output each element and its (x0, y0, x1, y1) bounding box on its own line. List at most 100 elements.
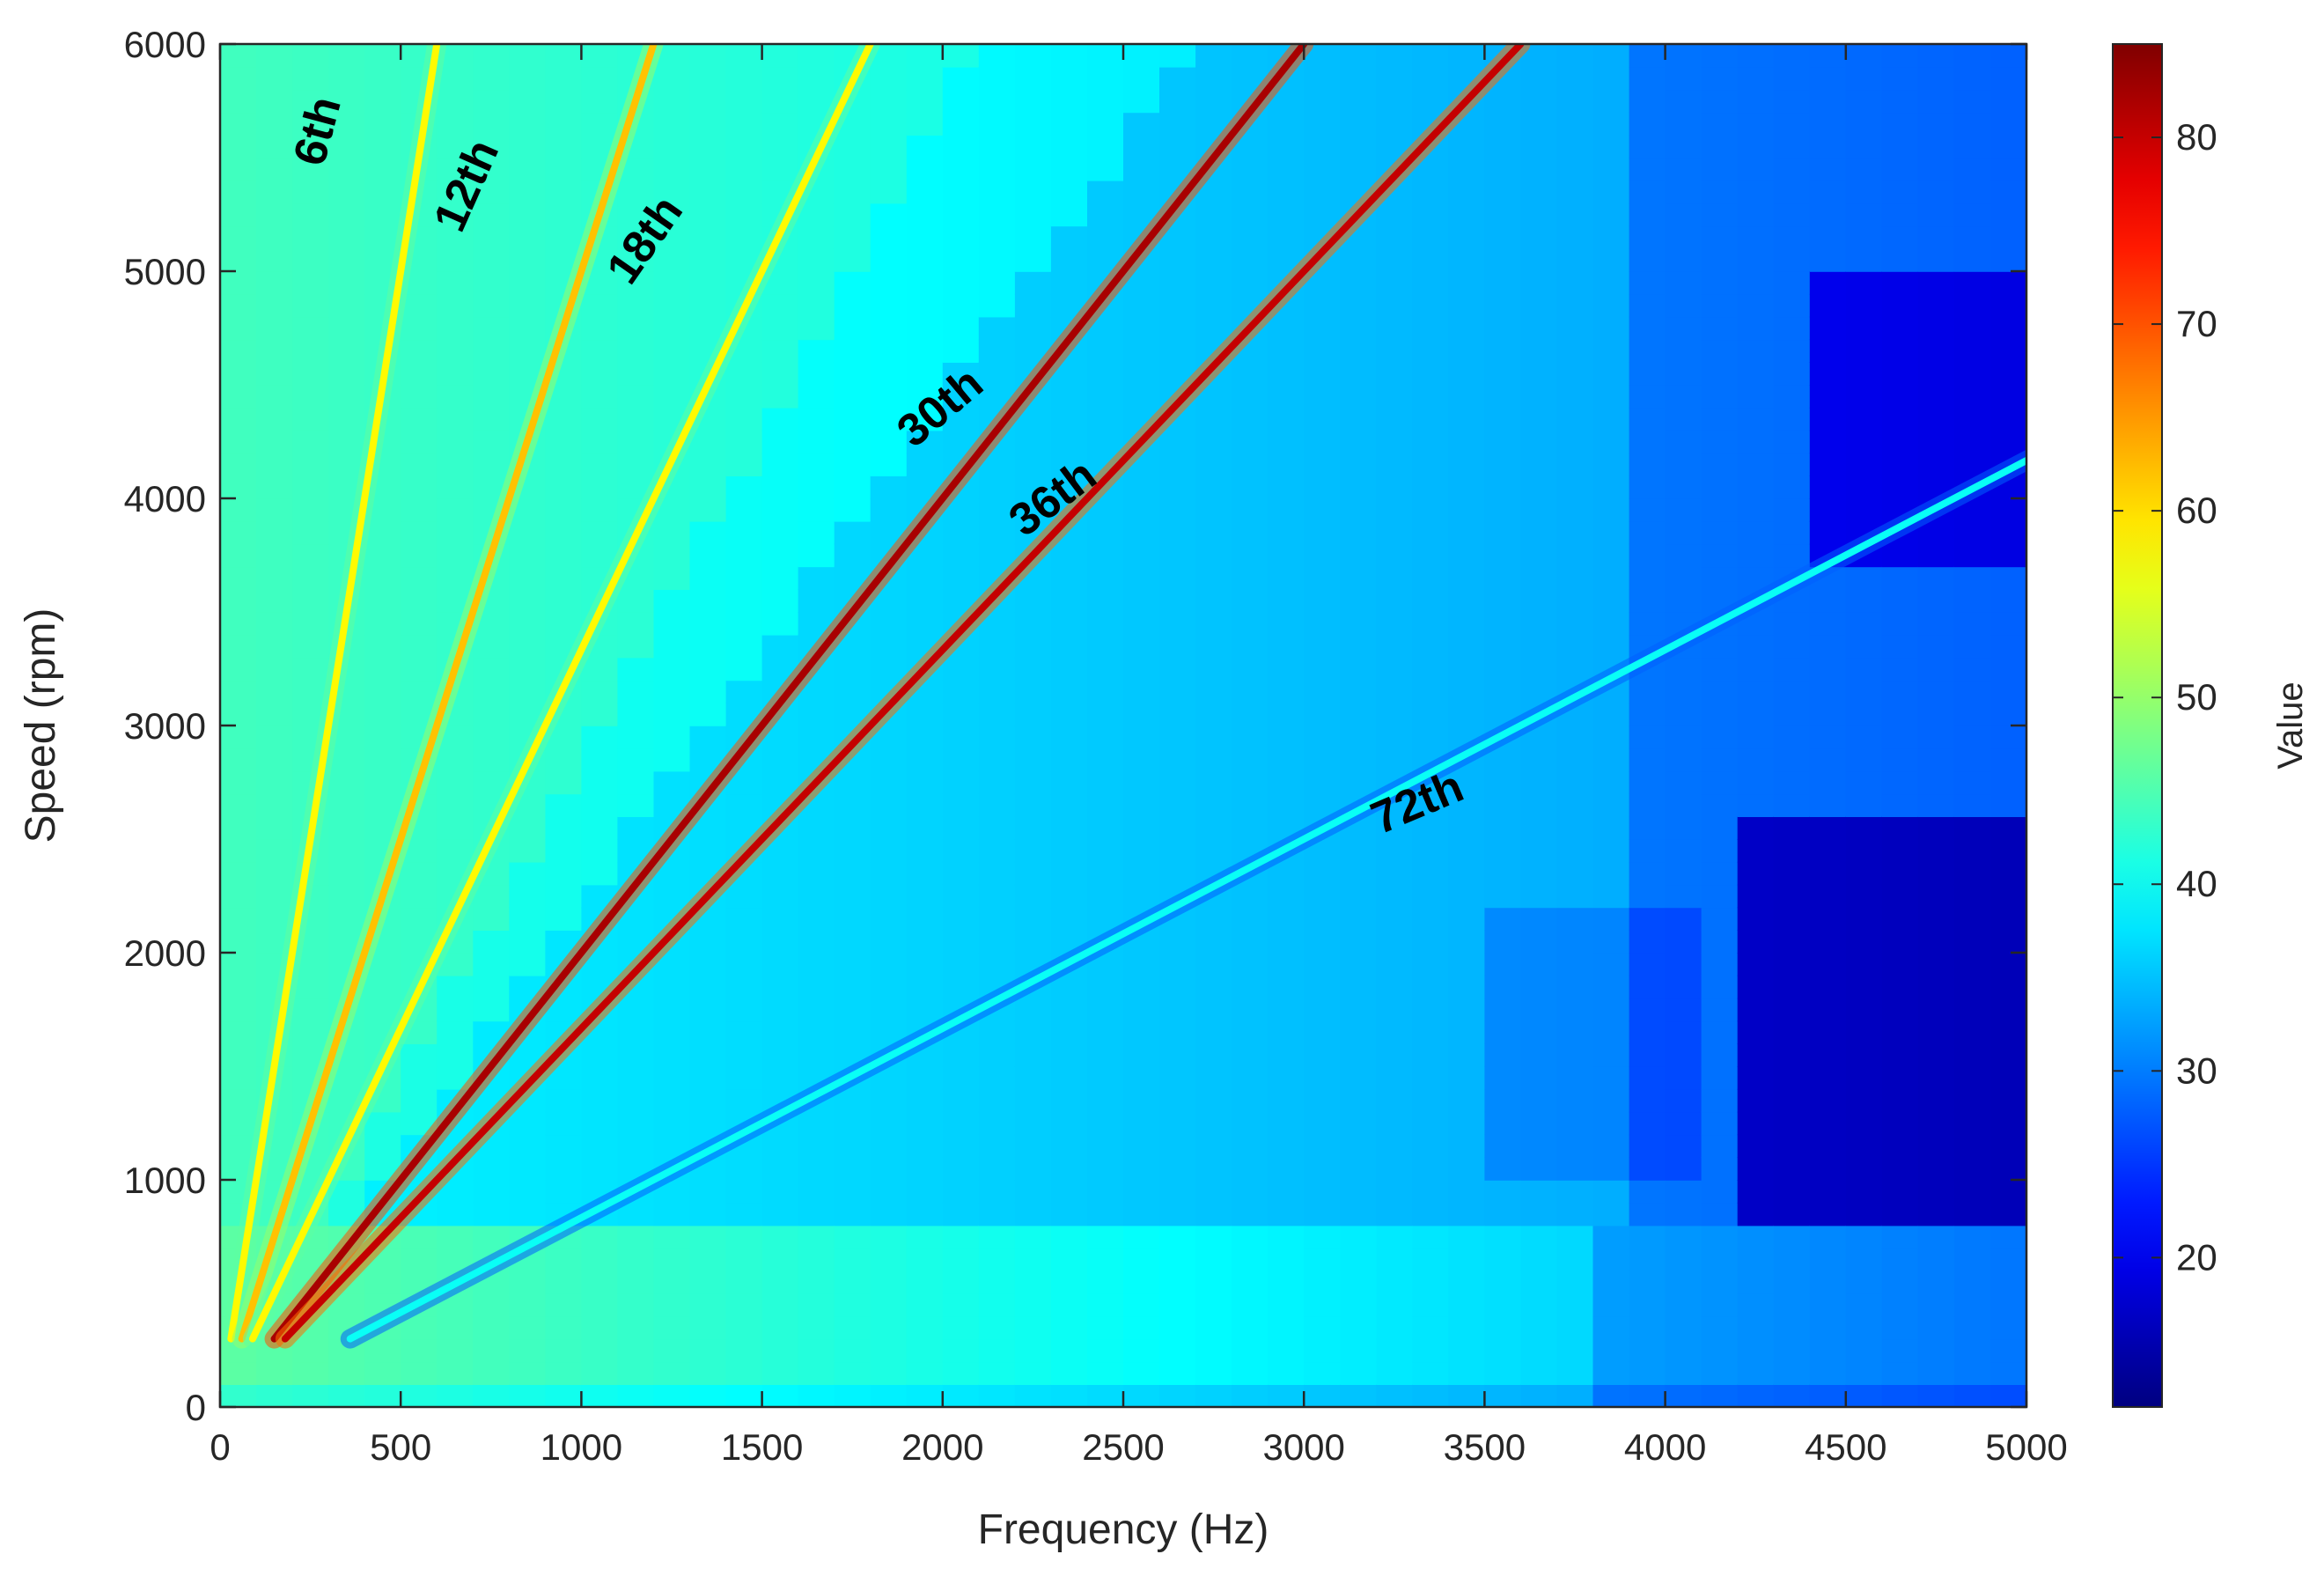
heatmap-cell (1412, 475, 1450, 499)
heatmap-cell (1195, 248, 1232, 272)
heatmap-cell (798, 1315, 835, 1340)
heatmap-cell (1592, 430, 1630, 454)
heatmap-cell (1340, 271, 1377, 295)
heatmap-cell (1845, 1293, 1883, 1317)
heatmap-cell (1232, 1043, 1269, 1067)
heatmap-cell (1701, 271, 1739, 295)
heatmap-cell (1773, 839, 1811, 863)
heatmap-cell (1881, 839, 1919, 863)
heatmap-cell (978, 271, 1016, 295)
heatmap-cell (1304, 385, 1341, 409)
heatmap-cell (545, 839, 583, 863)
heatmap-cell (689, 453, 727, 476)
heatmap-cell (509, 1361, 547, 1385)
heatmap-cell (1304, 112, 1341, 136)
heatmap-cell (1701, 657, 1739, 681)
heatmap-cell (1340, 998, 1377, 1022)
heatmap-cell (1592, 1315, 1630, 1340)
heatmap-cell (1809, 407, 1847, 431)
heatmap-cell (220, 861, 257, 886)
heatmap-cell (1232, 1225, 1269, 1249)
heatmap-cell (1737, 770, 1775, 795)
heatmap-cell (1232, 203, 1269, 227)
heatmap-cell (1412, 1338, 1450, 1363)
heatmap-cell (1050, 566, 1088, 590)
heatmap-cell (256, 339, 293, 363)
heatmap-cell (581, 430, 619, 454)
heatmap-cell (1629, 316, 1666, 341)
heatmap-cell (978, 203, 1016, 227)
heatmap-cell (220, 566, 257, 590)
heatmap-cell (798, 1384, 835, 1407)
heatmap-cell (1014, 1338, 1052, 1363)
heatmap-cell (1990, 1180, 2026, 1204)
heatmap-cell (509, 66, 547, 91)
heatmap-cell (1376, 1134, 1414, 1158)
heatmap-cell (906, 884, 944, 909)
heatmap-cell (1520, 203, 1558, 227)
heatmap-cell (1556, 520, 1594, 545)
heatmap-cell (473, 453, 511, 476)
heatmap-cell (1592, 975, 1630, 999)
heatmap-cell (401, 1043, 438, 1067)
heatmap-cell (1123, 1111, 1160, 1136)
heatmap-cell (1232, 907, 1269, 931)
heatmap-cell (1665, 453, 1703, 476)
heatmap-cell (1376, 1180, 1414, 1204)
heatmap-cell (1773, 1088, 1811, 1113)
heatmap-cell (1592, 498, 1630, 522)
heatmap-cell (1195, 566, 1232, 590)
heatmap-cell (1809, 520, 1847, 545)
heatmap-cell (761, 1293, 799, 1317)
heatmap-cell (1629, 1338, 1666, 1363)
heatmap-cell (1773, 520, 1811, 545)
heatmap-cell (1809, 1361, 1847, 1385)
heatmap-cell (581, 1315, 619, 1340)
heatmap-cell (509, 839, 547, 863)
heatmap-cell (545, 1271, 583, 1294)
heatmap-cell (942, 1315, 980, 1340)
heatmap-cell (689, 998, 727, 1022)
heatmap-cell (689, 1180, 727, 1204)
heatmap-cell (1953, 1248, 1991, 1271)
heatmap-cell (1448, 884, 1486, 909)
heatmap-cell (1737, 135, 1775, 158)
heatmap-cell (978, 1020, 1016, 1044)
heatmap-cell (1087, 225, 1124, 249)
heatmap-cell (545, 566, 583, 590)
heatmap-cell (1845, 1248, 1883, 1271)
heatmap-cell (1014, 180, 1052, 204)
heatmap-cell (473, 225, 511, 249)
heatmap-cell (328, 385, 365, 409)
heatmap-cell (1917, 930, 1955, 954)
heatmap-cell (509, 180, 547, 204)
heatmap-cell (834, 362, 872, 386)
heatmap-cell (1232, 884, 1269, 909)
heatmap-cell (1845, 770, 1883, 795)
heatmap-cell (942, 248, 980, 272)
heatmap-cell (906, 907, 944, 931)
heatmap-cell (1773, 634, 1811, 659)
heatmap-cell (1881, 634, 1919, 659)
heatmap-cell (834, 793, 872, 817)
heatmap-cell (1592, 1111, 1630, 1136)
heatmap-cell (1304, 748, 1341, 772)
heatmap-cell (1665, 975, 1703, 999)
heatmap-cell (1376, 816, 1414, 840)
heatmap-cell (1087, 657, 1124, 681)
heatmap-cell (870, 180, 908, 204)
heatmap-cell (328, 180, 365, 204)
heatmap-cell (1087, 589, 1124, 613)
heatmap-cell (581, 362, 619, 386)
heatmap-cell (1556, 1271, 1594, 1294)
heatmap-cell (689, 566, 727, 590)
heatmap-cell (1412, 907, 1450, 931)
heatmap-cell (1087, 1248, 1124, 1271)
heatmap-cell (1448, 203, 1486, 227)
heatmap-cell (834, 293, 872, 318)
heatmap-background (220, 44, 2026, 1407)
heatmap-cell (761, 293, 799, 318)
heatmap-cell (906, 316, 944, 341)
heatmap-cell (220, 612, 257, 636)
